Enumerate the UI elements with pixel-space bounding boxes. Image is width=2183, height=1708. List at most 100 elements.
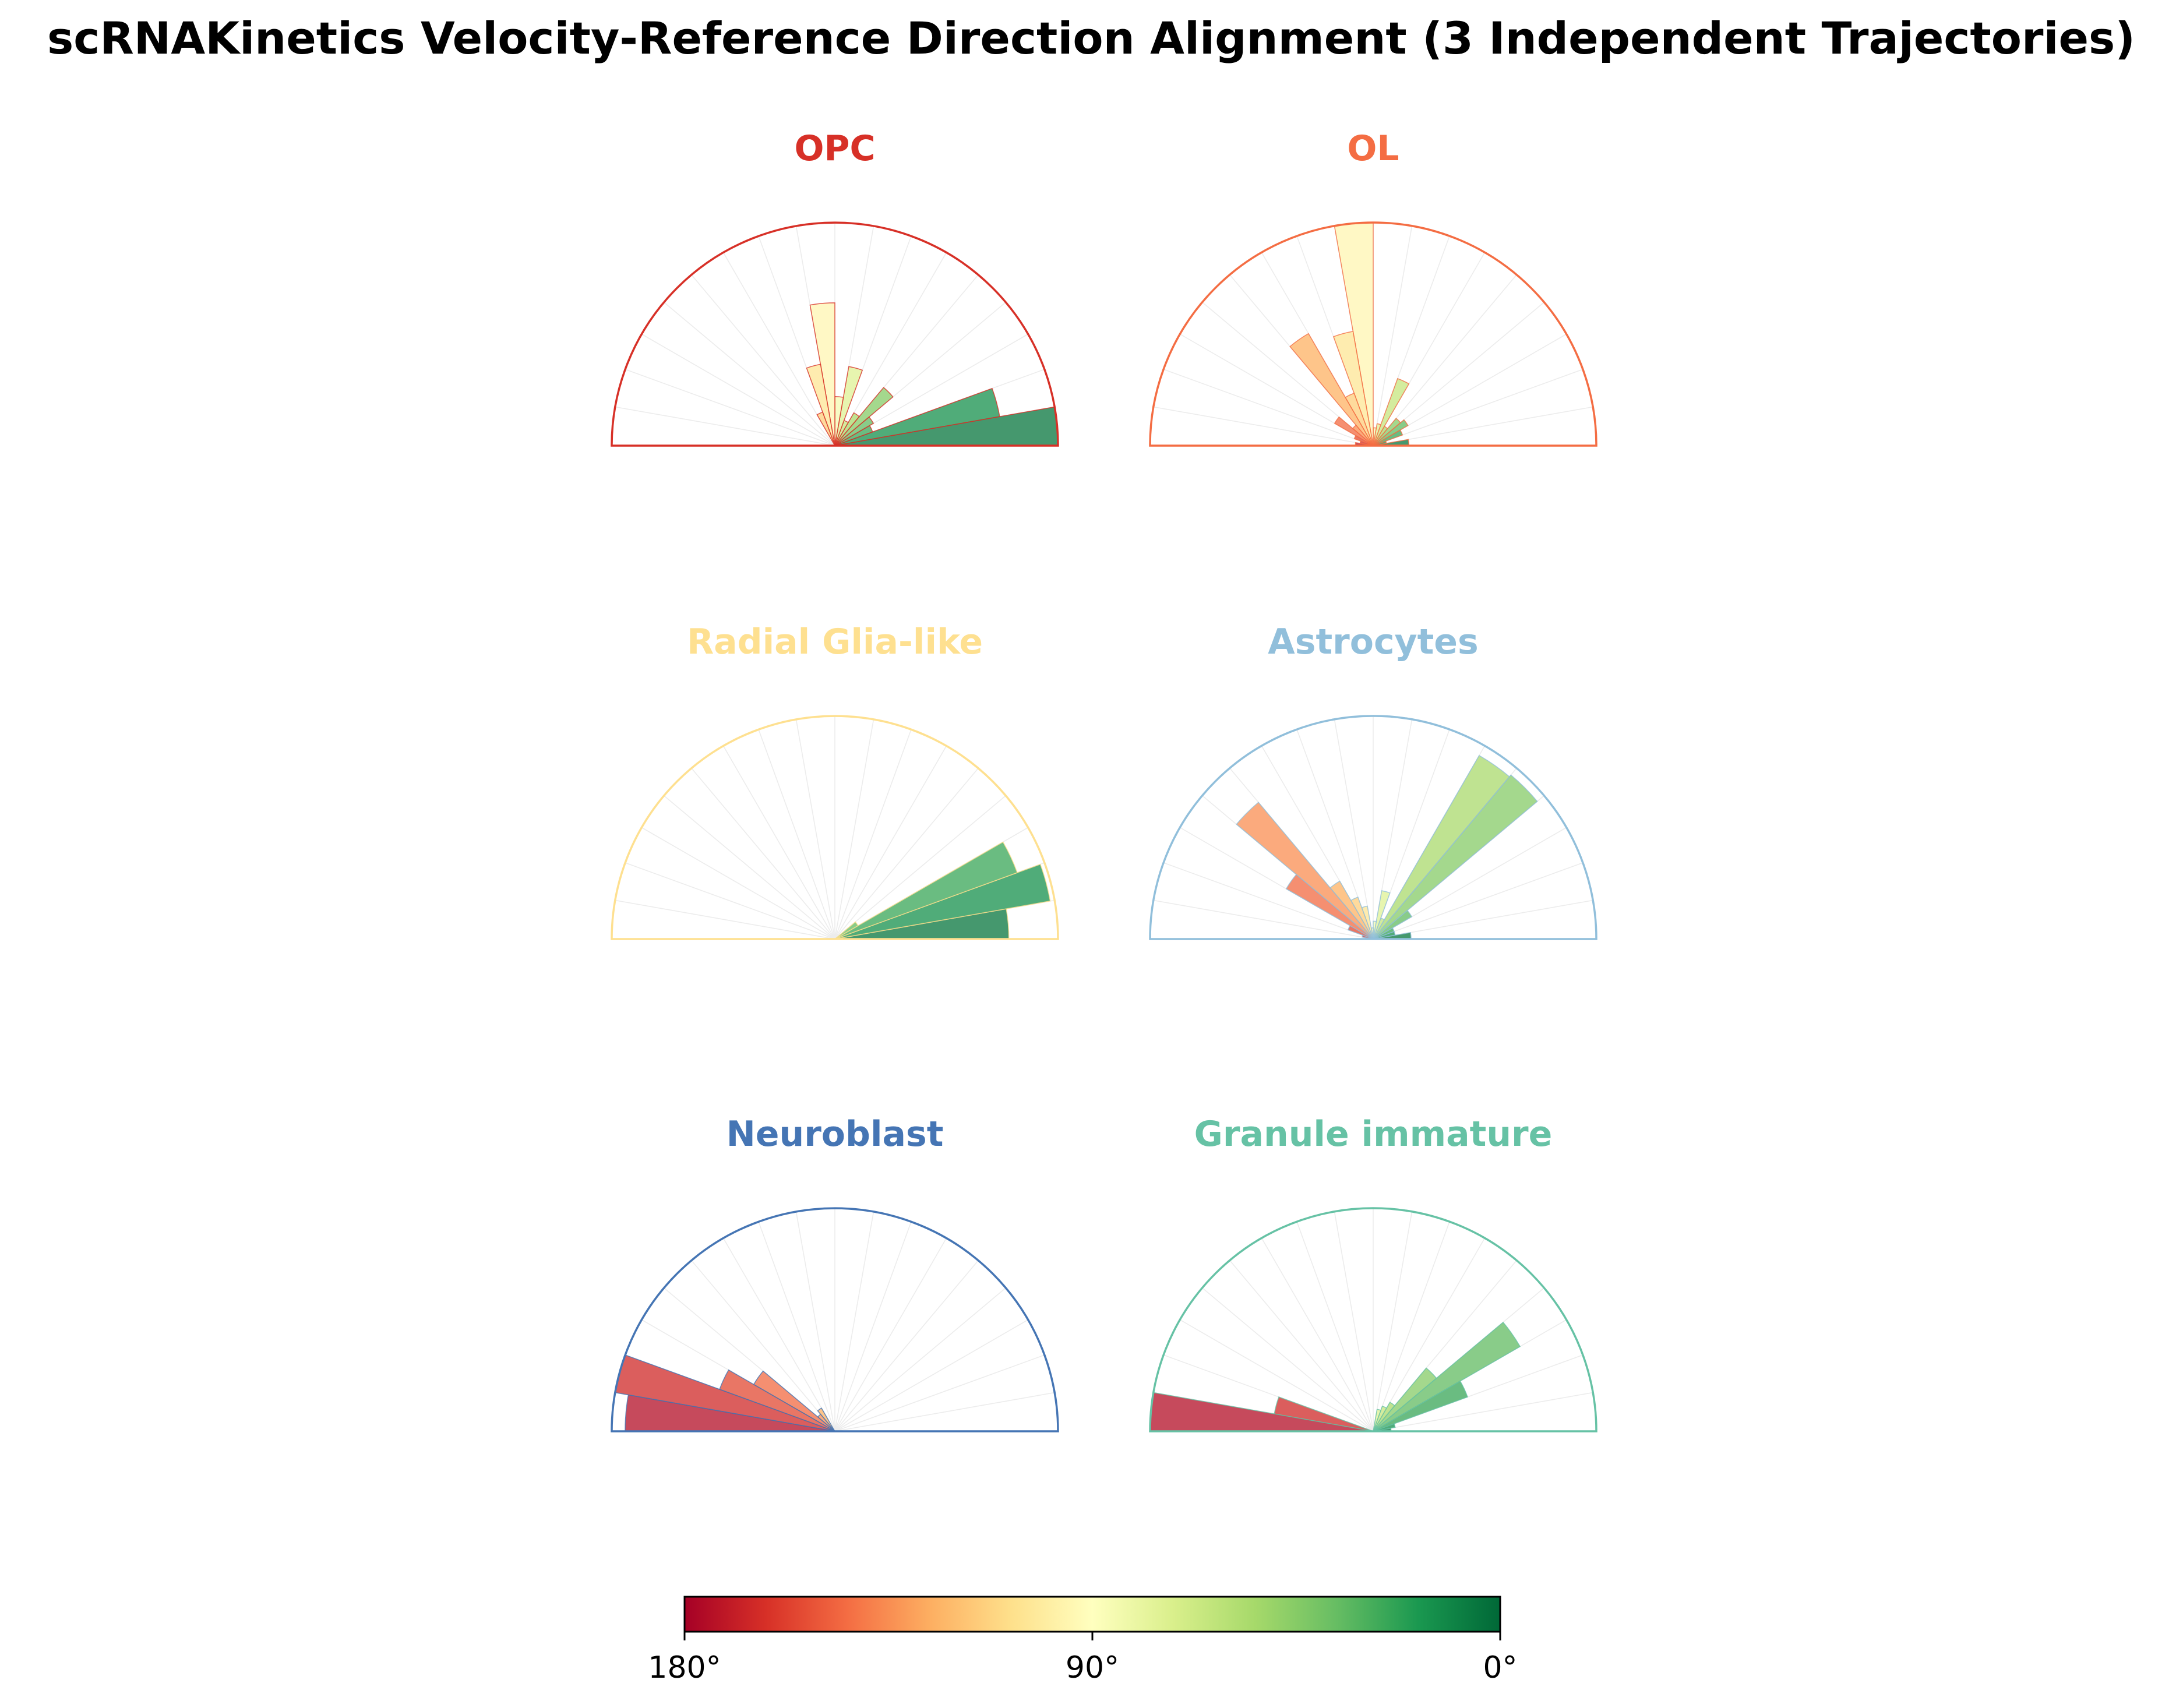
- gridline: [691, 768, 835, 940]
- rose-bar-55deg: [1373, 754, 1510, 940]
- gridline: [1179, 1319, 1374, 1432]
- colorbar: 180° 90° 0°: [648, 1596, 1518, 1685]
- rose-bar-35deg: [1373, 419, 1409, 446]
- rose-bar-145deg: [1285, 874, 1374, 940]
- colorbar-gradient: [683, 1596, 1501, 1633]
- panel-frame: [1149, 221, 1597, 447]
- panel-astrocytes: Astrocytes: [1149, 622, 1597, 940]
- rose-bar-45deg: [834, 387, 894, 446]
- rose-bar-25deg: [834, 841, 1018, 940]
- gridline: [625, 862, 835, 940]
- gridline: [722, 1237, 835, 1432]
- gridline: [834, 1354, 1045, 1432]
- panel-frame: [1149, 1207, 1597, 1432]
- gridline: [1334, 719, 1374, 940]
- colorbar-tick-label-180: 180°: [648, 1650, 721, 1685]
- gridline: [1373, 274, 1517, 446]
- panel-title: Astrocytes: [1268, 622, 1478, 662]
- rose-bar-65deg: [1373, 377, 1410, 446]
- panel-title: Radial Glia-like: [687, 622, 983, 662]
- gridline: [834, 1287, 1006, 1432]
- panel-title: OPC: [794, 128, 875, 169]
- gridline: [1202, 1287, 1374, 1432]
- gridline: [1153, 406, 1374, 446]
- rose-bar-115deg: [816, 411, 835, 446]
- gridline: [1373, 369, 1584, 446]
- gridline: [625, 369, 835, 446]
- gridline: [1334, 1211, 1374, 1432]
- gridline: [1261, 1237, 1374, 1432]
- gridline: [758, 1221, 835, 1432]
- gridline: [664, 302, 835, 446]
- gridline: [834, 1211, 874, 1432]
- gridline: [691, 274, 835, 446]
- gridline: [834, 795, 1006, 940]
- panel-frame: [1149, 715, 1597, 940]
- panel-granule-immature: Granule immature: [1149, 1114, 1597, 1432]
- gridline: [641, 333, 835, 446]
- colorbar-tick-label-90: 90°: [1066, 1650, 1119, 1685]
- gridline: [722, 252, 835, 446]
- panel-frame: [611, 1207, 1059, 1432]
- rose-bar-75deg: [834, 366, 863, 446]
- gridline: [691, 1260, 835, 1432]
- gridline: [758, 729, 835, 940]
- rose-bar-75deg: [1373, 890, 1391, 940]
- figure-title: scRNAKinetics Velocity-Reference Directi…: [47, 12, 2135, 64]
- gridline: [834, 1260, 979, 1432]
- rose-bar-15deg: [834, 387, 1000, 446]
- panel-title: Neuroblast: [727, 1114, 944, 1155]
- rose-bar-45deg: [1373, 774, 1538, 940]
- panel-frame: [611, 221, 1059, 447]
- gridline: [834, 729, 912, 940]
- gridline: [641, 827, 835, 940]
- rose-bar-55deg: [834, 412, 860, 446]
- polar-panels: OPC OL Radial Glia-like Astrocytes Neuroblas…: [611, 128, 1597, 1432]
- gridline: [1373, 1221, 1450, 1432]
- gridline: [664, 795, 835, 940]
- gridline: [615, 899, 835, 940]
- rose-bar-145deg: [1334, 416, 1374, 446]
- gridline: [722, 745, 835, 940]
- gridline: [1373, 1211, 1413, 1432]
- panel-opc: OPC: [611, 128, 1059, 447]
- rose-bar-35deg: [1373, 1321, 1521, 1432]
- gridline: [1296, 1221, 1374, 1432]
- panel-ol: OL: [1149, 128, 1597, 447]
- gridline: [834, 719, 874, 940]
- rose-bar-155deg: [1347, 924, 1374, 940]
- gridline: [1163, 369, 1374, 446]
- rose-bar-135deg: [1236, 802, 1374, 940]
- gridline: [834, 745, 947, 940]
- gridline: [1153, 899, 1374, 940]
- gridline: [1373, 406, 1593, 446]
- rose-bar-45deg: [1373, 418, 1401, 446]
- rose-bar-55deg: [1373, 1402, 1395, 1432]
- gridline: [1373, 225, 1413, 446]
- gridline: [795, 719, 835, 940]
- rose-bar-75deg: [1373, 1409, 1382, 1432]
- panel-title: Granule immature: [1194, 1114, 1553, 1155]
- panel-radial-glia-like: Radial Glia-like: [611, 622, 1059, 940]
- colorbar-tick-label-0: 0°: [1483, 1650, 1517, 1685]
- gridline: [834, 1237, 947, 1432]
- rose-bar-45deg: [1373, 1367, 1437, 1432]
- rose-bar-75deg: [1373, 423, 1382, 446]
- panel-title: OL: [1347, 128, 1399, 169]
- gridline: [1163, 862, 1374, 940]
- gridline: [795, 1211, 835, 1432]
- gridline: [1373, 1237, 1486, 1432]
- gridline: [1229, 1260, 1374, 1432]
- gridline: [615, 406, 835, 446]
- gridline: [834, 1221, 912, 1432]
- rose-bar-35deg: [834, 921, 859, 940]
- gridline: [1373, 1392, 1593, 1432]
- gridline: [834, 768, 979, 940]
- gridline: [834, 1319, 1029, 1432]
- panel-frame: [611, 715, 1059, 940]
- rose-bar-85deg: [1373, 920, 1377, 940]
- rose-bar-65deg: [1373, 1405, 1388, 1432]
- panel-neuroblast: Neuroblast: [611, 1114, 1059, 1432]
- gridline: [1373, 862, 1584, 940]
